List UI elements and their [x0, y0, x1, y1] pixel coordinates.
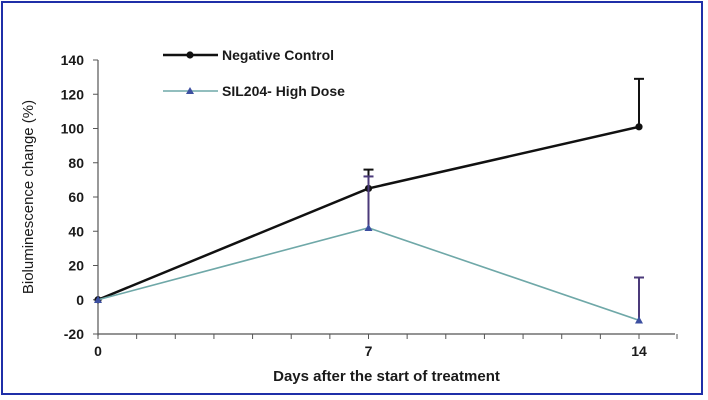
y-tick-label: 60 [68, 189, 84, 205]
series-2 [94, 175, 644, 324]
y-tick-label: 120 [61, 86, 85, 102]
legend-label: Negative Control [222, 47, 334, 63]
data-point [364, 223, 373, 232]
data-point [94, 295, 102, 303]
y-axis-ticks: -20 0 20 40 60 80 100 120 140 [61, 52, 98, 342]
legend-marker [186, 51, 194, 59]
axes [97, 60, 675, 336]
y-tick-label: 0 [76, 292, 84, 308]
data-point [635, 316, 643, 324]
legend: Negative Control SIL204- High Dose [163, 47, 345, 99]
x-axis-ticks: 0 7 14 [94, 334, 678, 359]
x-tick-label: 14 [631, 343, 647, 359]
x-tick-label: 7 [365, 343, 373, 359]
y-tick-label: 100 [61, 121, 85, 137]
line-chart: -20 0 20 40 60 80 100 120 140 0 7 14 Negative Cont… [20, 47, 678, 385]
y-tick-label: 80 [68, 155, 84, 171]
x-tick-label: 0 [94, 343, 102, 359]
y-axis-label: Bioluminescence change (%) [20, 100, 37, 294]
chart-frame: -20 0 20 40 60 80 100 120 140 0 7 14 Negative Cont… [1, 1, 703, 395]
series-layer [94, 77, 644, 324]
legend-marker [186, 87, 194, 94]
legend-item: Negative Control [163, 47, 334, 63]
data-point [635, 123, 643, 131]
y-tick-label: 20 [68, 258, 84, 274]
series-line [97, 226, 640, 322]
y-tick-label: 140 [61, 52, 85, 68]
x-axis-label: Days after the start of treatment [273, 368, 500, 385]
legend-label: SIL204- High Dose [222, 83, 345, 99]
y-tick-label: -20 [64, 326, 84, 342]
legend-item: SIL204- High Dose [163, 83, 345, 99]
y-tick-label: 40 [68, 223, 84, 239]
